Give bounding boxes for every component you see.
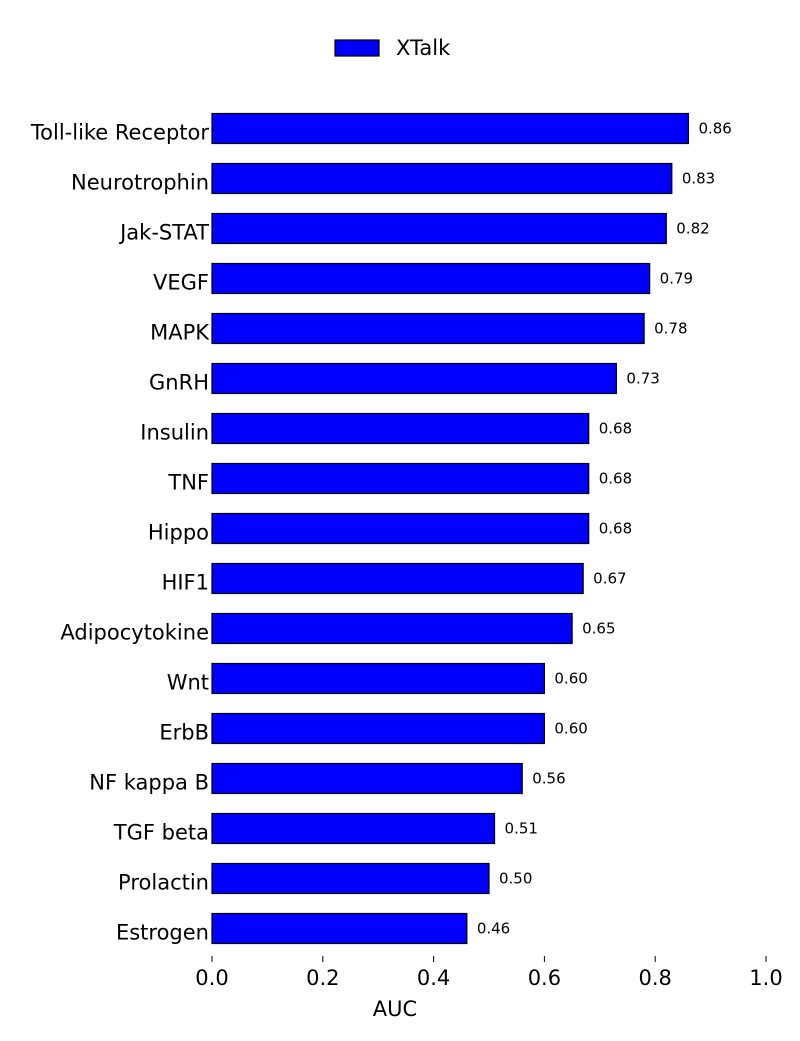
bar-nf-kappa-b (211, 762, 523, 795)
legend: XTalk (334, 36, 451, 60)
value-label: 0.68 (599, 470, 632, 488)
bar-wnt (211, 662, 545, 695)
value-label: 0.79 (660, 270, 693, 288)
bar-neurotrophin (211, 162, 673, 195)
x-tick-label: 0.6 (528, 966, 561, 990)
value-label: 0.65 (582, 620, 615, 638)
value-label: 0.67 (593, 570, 626, 588)
x-tick-label: 1.0 (749, 966, 782, 990)
bar-jak-stat (211, 212, 667, 245)
legend-label-xtalk: XTalk (396, 36, 451, 60)
category-label: Neurotrophin (71, 171, 209, 195)
x-axis-title: AUC (373, 997, 417, 1021)
value-label: 0.50 (499, 870, 532, 888)
bar-adipocytokine (211, 612, 573, 645)
legend-swatch-xtalk (334, 39, 380, 57)
value-labels: 0.86 0.83 0.82 0.79 0.78 0.73 0.68 0.68 0.68 0.67… (477, 120, 732, 938)
bar-tnf (211, 462, 590, 495)
category-label: HIF1 (162, 571, 209, 595)
category-labels: Toll-like Receptor Neurotrophin Jak-STAT VE… (30, 121, 210, 945)
category-label: Estrogen (116, 921, 209, 945)
x-axis: 0.0 0.2 0.4 0.6 0.8 1.0 (195, 956, 783, 990)
x-tick-label: 0.8 (638, 966, 671, 990)
bar-prolactin (211, 862, 490, 895)
bar-tgf-beta (211, 812, 496, 845)
category-label: Prolactin (118, 871, 209, 895)
bar-erbb (211, 712, 545, 745)
category-label: GnRH (149, 371, 209, 395)
value-label: 0.83 (682, 170, 715, 188)
category-label: Jak-STAT (118, 221, 209, 245)
bars-layer (211, 112, 690, 945)
value-label: 0.68 (599, 420, 632, 438)
value-label: 0.56 (532, 770, 565, 788)
bar-insulin (211, 412, 590, 445)
category-label: TNF (167, 471, 209, 495)
category-label: Insulin (140, 421, 209, 445)
bar-hippo (211, 512, 590, 545)
bar-gnrh (211, 362, 618, 395)
value-label: 0.46 (477, 920, 510, 938)
x-tick-label: 0.2 (306, 966, 339, 990)
value-label: 0.60 (554, 720, 587, 738)
bar-toll-like-receptor (211, 112, 690, 145)
category-label: Adipocytokine (60, 621, 209, 645)
category-label: VEGF (153, 271, 209, 295)
value-label: 0.82 (676, 220, 709, 238)
category-label: Hippo (148, 521, 209, 545)
category-label: NF kappa B (89, 771, 209, 795)
category-label: Toll-like Receptor (30, 121, 209, 145)
x-tick-label: 0.0 (195, 966, 228, 990)
value-label: 0.78 (654, 320, 687, 338)
value-label: 0.68 (599, 520, 632, 538)
category-label: MAPK (150, 321, 210, 345)
value-label: 0.86 (698, 120, 731, 138)
bar-vegf (211, 262, 651, 295)
bar-mapk (211, 312, 645, 345)
value-label: 0.73 (626, 370, 659, 388)
category-label: ErbB (159, 721, 209, 745)
bar-estrogen (211, 912, 468, 945)
value-label: 0.51 (505, 820, 538, 838)
bar-hif1 (211, 562, 584, 595)
category-label: TGF beta (113, 821, 209, 845)
category-label: Wnt (167, 671, 209, 695)
value-label: 0.60 (554, 670, 587, 688)
x-tick-label: 0.4 (417, 966, 450, 990)
